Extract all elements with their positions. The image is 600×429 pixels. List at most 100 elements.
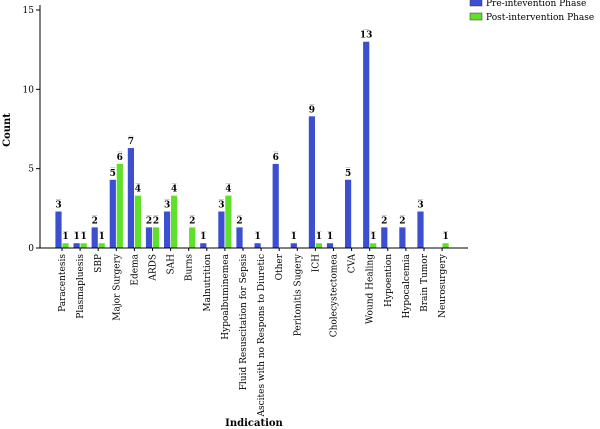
category-label: Fluid Resuscitation for Sepsis bbox=[239, 254, 249, 391]
data-label: 1 bbox=[370, 232, 376, 242]
data-label: 3 bbox=[164, 201, 170, 211]
bar-pre bbox=[290, 243, 297, 248]
category-label: Plasmapluesis bbox=[76, 254, 86, 319]
category-label: SBP bbox=[94, 254, 104, 273]
category-label: ICH bbox=[311, 254, 321, 272]
data-label: 2 bbox=[381, 216, 387, 226]
data-label: 2 bbox=[399, 216, 405, 226]
bar-post bbox=[171, 195, 178, 248]
data-label: 1 bbox=[200, 232, 206, 242]
bar-pre bbox=[272, 163, 279, 248]
bar-pre bbox=[218, 211, 225, 248]
bars-layer bbox=[55, 41, 449, 249]
bar-post bbox=[225, 195, 232, 248]
data-label: 1 bbox=[99, 232, 105, 242]
category-label: SAH bbox=[167, 254, 177, 275]
category-label: Cholecystectomea bbox=[330, 253, 340, 337]
data-label: 2 bbox=[146, 216, 152, 226]
bar-post bbox=[134, 195, 141, 248]
data-label: 4 bbox=[225, 185, 231, 195]
bar-pre bbox=[345, 179, 352, 248]
data-label: 1 bbox=[254, 232, 260, 242]
bar-post bbox=[442, 243, 449, 248]
category-label: Edema bbox=[130, 253, 140, 285]
data-label: 1 bbox=[73, 232, 79, 242]
legend-label-post: Post-intervention Phase bbox=[486, 13, 594, 23]
category-label: Peritonitis Sugery bbox=[293, 253, 303, 336]
y-tick-label: 0 bbox=[28, 244, 34, 254]
data-label: 4 bbox=[135, 185, 141, 195]
data-label: 1 bbox=[442, 232, 448, 242]
y-axis-title: Count bbox=[2, 113, 13, 147]
category-label: Paracentesis bbox=[58, 254, 68, 312]
bar-post bbox=[98, 243, 105, 248]
bar-post bbox=[152, 227, 160, 248]
bar-pre bbox=[55, 211, 62, 248]
bar-pre bbox=[109, 179, 116, 248]
data-label: 6 bbox=[117, 153, 123, 163]
data-label: 3 bbox=[55, 201, 61, 211]
category-label: Major Surgery bbox=[112, 253, 122, 321]
y-tick-label: 10 bbox=[23, 85, 35, 95]
data-label: 2 bbox=[153, 216, 159, 226]
y-tick-label: 5 bbox=[28, 165, 34, 175]
category-label: Wound Healing bbox=[366, 254, 376, 324]
data-label: 9 bbox=[309, 105, 315, 115]
legend-swatch-post bbox=[469, 12, 483, 21]
bar-post bbox=[62, 243, 69, 248]
data-label: 1 bbox=[316, 232, 322, 242]
category-label: Brain Tumor bbox=[420, 253, 430, 312]
legend-label-pre: Pre-intevention Phase bbox=[486, 0, 586, 9]
category-label: ARDS bbox=[149, 254, 159, 282]
data-label: 6 bbox=[273, 153, 279, 163]
data-label: 4 bbox=[171, 185, 177, 195]
y-ticks: 0 5 10 15 bbox=[23, 6, 40, 254]
bar-post bbox=[315, 243, 322, 248]
data-label: 1 bbox=[62, 232, 68, 242]
category-label: Hypocalcemia bbox=[402, 253, 412, 318]
bar-pre bbox=[417, 211, 424, 248]
bar-pre bbox=[399, 227, 406, 248]
data-label: 7 bbox=[128, 137, 134, 147]
bar-pre bbox=[363, 41, 370, 249]
bar-pre bbox=[127, 148, 134, 248]
bar-post bbox=[370, 243, 377, 248]
bar-pre bbox=[326, 243, 334, 248]
category-label: Burns bbox=[185, 254, 195, 282]
data-label: 2 bbox=[189, 216, 195, 226]
data-label: 1 bbox=[327, 232, 333, 242]
data-label: 2 bbox=[236, 216, 242, 226]
x-category-labels: Paracentesis Plasmapluesis SBP Major Surger… bbox=[58, 248, 448, 418]
bar-pre bbox=[145, 227, 153, 248]
bar-pre bbox=[91, 227, 98, 248]
y-tick-label: 15 bbox=[23, 6, 35, 16]
bar-pre bbox=[164, 211, 171, 248]
bar-pre bbox=[200, 243, 207, 248]
bar-pre bbox=[381, 227, 388, 248]
bar-pre bbox=[73, 243, 80, 248]
bar-post bbox=[80, 243, 87, 248]
bar-pre bbox=[254, 243, 261, 248]
category-label: Ascites with no Respons to Diuretic bbox=[257, 254, 267, 418]
bar-pre bbox=[236, 227, 243, 248]
data-label: 1 bbox=[80, 232, 86, 242]
data-label: 13 bbox=[360, 31, 373, 41]
legend-swatch-pre bbox=[469, 0, 483, 7]
data-label: 3 bbox=[218, 201, 224, 211]
data-label: 5 bbox=[345, 169, 351, 179]
bar-post bbox=[189, 227, 196, 248]
data-label: 3 bbox=[417, 201, 423, 211]
category-label: Malnutrition bbox=[203, 254, 213, 312]
category-label: Other bbox=[275, 253, 285, 280]
category-label: CVA bbox=[348, 254, 358, 274]
data-label: 1 bbox=[291, 232, 297, 242]
category-label: Hypoention bbox=[384, 254, 394, 307]
category-label: Neurosurgery bbox=[438, 253, 448, 318]
category-label: Hypoalbuminemea bbox=[221, 253, 231, 339]
bar-pre bbox=[308, 116, 315, 248]
bar-post bbox=[116, 163, 123, 248]
legend: Pre-intevention Phase Post-intervention … bbox=[469, 0, 594, 23]
data-label: 2 bbox=[92, 216, 98, 226]
